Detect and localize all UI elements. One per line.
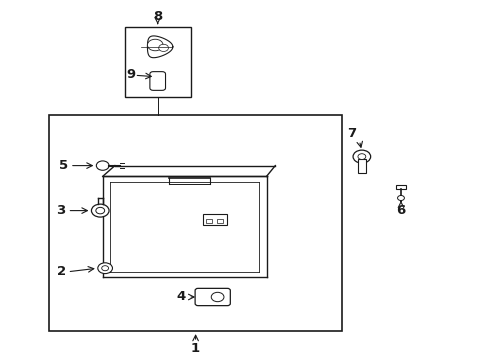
Circle shape	[357, 154, 365, 159]
Bar	[357, 159, 365, 173]
Circle shape	[352, 150, 370, 163]
Text: 2: 2	[57, 265, 65, 278]
FancyBboxPatch shape	[149, 72, 165, 90]
Text: 9: 9	[126, 68, 135, 81]
Text: 5: 5	[59, 159, 68, 172]
Circle shape	[96, 161, 109, 170]
Bar	[203, 214, 227, 225]
Circle shape	[102, 266, 108, 271]
Text: 7: 7	[347, 127, 356, 140]
Circle shape	[96, 207, 104, 214]
Circle shape	[211, 292, 224, 302]
Text: 6: 6	[396, 204, 405, 217]
Circle shape	[397, 195, 404, 201]
Bar	[49, 115, 342, 331]
Circle shape	[158, 44, 168, 51]
Text: 1: 1	[191, 342, 200, 355]
Circle shape	[147, 39, 163, 51]
Bar	[124, 27, 190, 97]
Bar	[395, 185, 405, 189]
Circle shape	[98, 263, 112, 274]
Bar	[206, 219, 212, 223]
FancyBboxPatch shape	[195, 288, 230, 306]
Text: 3: 3	[57, 204, 65, 217]
Text: 8: 8	[153, 10, 162, 23]
Circle shape	[91, 204, 109, 217]
Text: 4: 4	[176, 291, 185, 303]
Bar	[217, 219, 223, 223]
